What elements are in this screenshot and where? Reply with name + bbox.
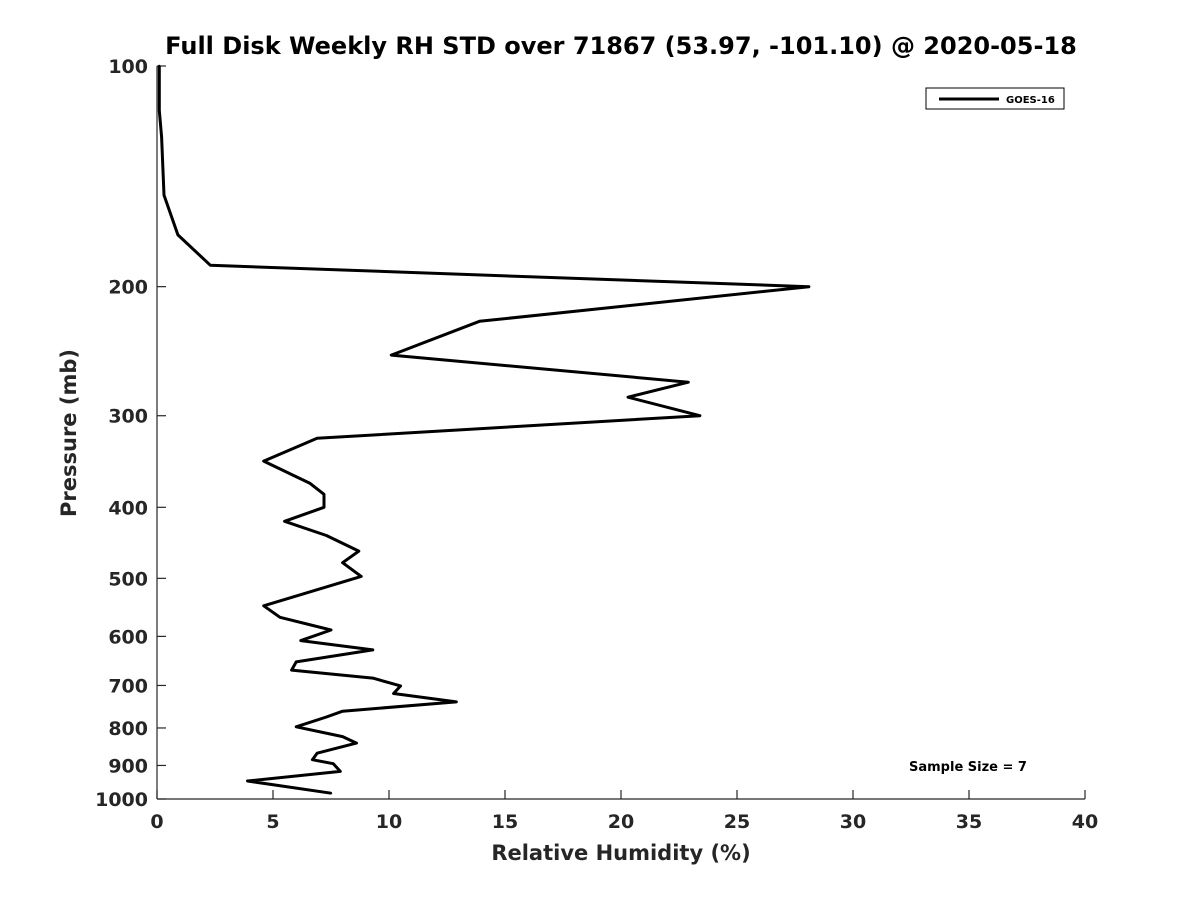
series-layer <box>157 64 811 795</box>
data-point <box>176 233 180 237</box>
x-axis-ticks: 0 5 10 15 20 25 30 35 40 <box>150 790 1098 833</box>
x-tick-label: 30 <box>840 811 866 833</box>
data-point <box>278 616 282 619</box>
x-axis-label: Relative Humidity (%) <box>491 841 750 865</box>
x-tick-label: 10 <box>376 811 402 833</box>
data-point <box>341 710 344 713</box>
x-tick-label: 15 <box>492 811 518 833</box>
y-tick-label: 900 <box>108 755 148 777</box>
data-point <box>295 660 298 664</box>
y-tick-label: 400 <box>108 497 148 519</box>
data-point <box>392 692 395 695</box>
data-point <box>360 575 363 578</box>
sample-size-annotation: Sample Size = 7 <box>909 760 1027 775</box>
y-tick-label: 100 <box>108 56 148 78</box>
data-point <box>315 752 319 755</box>
data-point <box>626 396 630 399</box>
data-point <box>162 193 166 197</box>
data-point <box>329 792 333 795</box>
x-tick-label: 0 <box>150 811 163 833</box>
y-tick-label: 200 <box>108 277 148 299</box>
x-tick-label: 5 <box>266 811 279 833</box>
series-line-goes-16 <box>157 66 811 795</box>
data-point <box>322 506 326 509</box>
data-point <box>807 285 811 288</box>
data-point <box>160 135 163 139</box>
data-point <box>322 493 326 496</box>
data-point <box>355 741 358 745</box>
x-tick-label: 20 <box>608 811 634 833</box>
data-point <box>325 534 328 537</box>
data-point <box>478 320 481 323</box>
y-tick-label: 300 <box>108 406 148 428</box>
x-tick-label: 25 <box>724 811 750 833</box>
data-point <box>339 770 342 773</box>
data-point <box>311 758 314 761</box>
legend-label-goes-16: GOES-16 <box>1006 95 1055 106</box>
data-point <box>455 700 458 704</box>
data-point <box>329 628 333 632</box>
legend: GOES-16 <box>925 87 1065 110</box>
y-tick-label: 800 <box>108 718 148 740</box>
y-tick-label: 500 <box>108 568 148 590</box>
data-point <box>299 639 302 642</box>
y-tick-label: 1000 <box>95 789 148 811</box>
data-point <box>698 414 702 417</box>
data-point <box>371 676 374 680</box>
y-axis-ticks: 100 200 300 400 500 600 700 800 900 1000 <box>95 56 166 811</box>
data-point <box>290 668 293 672</box>
data-point <box>315 437 319 440</box>
data-point <box>371 648 374 652</box>
y-axis-label: Pressure (mb) <box>57 349 81 517</box>
data-point <box>158 64 161 68</box>
data-point <box>262 604 265 607</box>
data-point <box>262 459 265 463</box>
data-point <box>687 381 690 384</box>
data-point <box>341 735 344 738</box>
data-point <box>341 561 344 564</box>
x-tick-label: 40 <box>1072 811 1098 833</box>
data-point <box>295 725 298 728</box>
data-point <box>283 520 286 523</box>
data-point <box>246 779 249 783</box>
x-tick-label: 35 <box>956 811 982 833</box>
data-point <box>209 264 212 267</box>
data-point <box>158 109 161 112</box>
data-point <box>308 482 312 485</box>
y-tick-label: 700 <box>108 675 148 697</box>
series-goes-16 <box>157 64 811 795</box>
data-point <box>399 684 402 688</box>
data-point <box>325 715 328 719</box>
data-point <box>357 549 360 553</box>
y-tick-label: 600 <box>108 626 148 648</box>
data-point <box>390 353 393 357</box>
data-point <box>332 762 335 765</box>
chart-title: Full Disk Weekly RH STD over 71867 (53.9… <box>165 32 1077 60</box>
